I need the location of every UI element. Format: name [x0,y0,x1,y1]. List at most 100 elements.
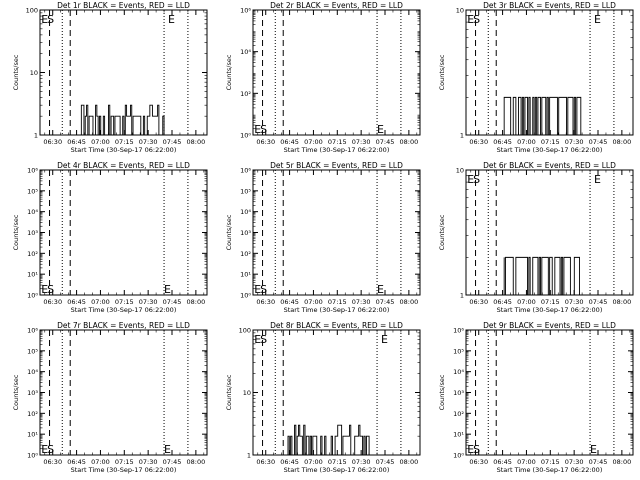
end-marker: E [164,443,171,456]
y-tick-label: 10⁵ [27,187,38,195]
x-tick-label: 06:30 [256,298,275,306]
plot-det-7: Det 7r BLACK = Events, RED = LLD 10⁰ 10¹ 10… [12,321,208,474]
y-tick-label: 10³ [453,389,464,397]
x-tick-label: 08:00 [186,138,205,146]
plot-frame [252,169,421,296]
y-tick-label: 10⁴ [453,368,464,376]
y-axis-label: Counts/sec [12,374,20,410]
end-marker: E [590,443,597,456]
y-tick-label: 10⁴ [240,48,251,56]
y-tick-label: 10 [243,389,251,397]
x-tick-label: 07:30 [139,138,158,146]
y-tick-label: 10² [240,90,251,98]
x-tick-label: 08:00 [612,298,631,306]
end-marker: E [164,283,171,296]
x-tick-label: 06:45 [493,458,512,466]
plot-title: Det 9r BLACK = Events, RED = LLD [483,321,616,330]
x-tick-label: 07:15 [115,138,134,146]
y-tick-label: 10 [456,167,464,175]
end-marker: E [467,443,474,456]
end-marker: E [381,333,388,346]
y-tick-label: 10¹ [453,431,464,439]
end-marker: E [168,13,175,26]
plot-frame [39,169,208,296]
x-axis-label: Start Time (30-Sep-17 06:22:00) [497,146,603,154]
end-marker: E [467,173,474,186]
y-tick-label: 10⁰ [453,452,464,460]
x-tick-label: 06:45 [67,138,86,146]
x-axis-label: Start Time (30-Sep-17 06:22:00) [284,146,390,154]
events-series-line [503,256,583,296]
end-marker: E [377,123,384,136]
y-tick-label: 1 [34,132,38,140]
start-marker: S [473,173,480,186]
end-marker: E [254,333,261,346]
x-tick-label: 08:00 [399,458,418,466]
y-tick-label: 1 [247,452,251,460]
x-tick-label: 07:45 [163,298,182,306]
x-tick-label: 08:00 [186,458,205,466]
plot-title: Det 4r BLACK = Events, RED = LLD [57,161,190,170]
x-tick-label: 07:00 [304,458,323,466]
start-marker: S [473,13,480,26]
y-tick-label: 100 [26,7,38,15]
y-tick-label: 10⁶ [240,167,251,175]
y-tick-label: 10² [453,410,464,418]
plot-det-2: Det 2r BLACK = Events, RED = LLD 10⁰ 10² 10… [225,1,421,154]
plot-title: Det 2r BLACK = Events, RED = LLD [270,1,403,10]
y-tick-label: 10⁶ [240,7,251,15]
plot-title: Det 6r BLACK = Events, RED = LLD [483,161,616,170]
y-axis-label: Counts/sec [438,214,446,250]
y-tick-label: 10³ [27,229,38,237]
x-tick-label: 08:00 [612,458,631,466]
x-tick-label: 06:30 [469,458,488,466]
y-tick-label: 10⁰ [27,292,38,300]
y-tick-label: 10¹ [27,431,38,439]
y-tick-label: 10³ [240,229,251,237]
start-marker: S [47,283,54,296]
x-tick-label: 06:45 [280,138,299,146]
x-tick-label: 07:30 [352,458,371,466]
x-tick-label: 06:45 [493,138,512,146]
x-axis-label: Start Time (30-Sep-17 06:22:00) [497,306,603,314]
y-axis-label: Counts/sec [12,214,20,250]
y-tick-label: 10⁰ [240,292,251,300]
start-marker: S [260,333,267,346]
x-tick-label: 07:45 [376,458,395,466]
start-marker: S [260,123,267,136]
end-marker: E [594,173,601,186]
events-series-line [287,424,370,456]
y-tick-label: 1 [460,132,464,140]
x-tick-label: 07:30 [565,458,584,466]
y-tick-label: 10⁴ [27,208,38,216]
y-tick-label: 10 [456,7,464,15]
x-tick-label: 07:45 [589,138,608,146]
events-series-line [503,96,583,136]
plot-frame [465,329,634,456]
x-tick-label: 07:30 [352,298,371,306]
start-marker: S [47,13,54,26]
x-tick-label: 08:00 [186,298,205,306]
x-tick-label: 06:30 [469,298,488,306]
x-tick-label: 07:15 [541,138,560,146]
plot-title: Det 5r BLACK = Events, RED = LLD [270,161,403,170]
y-tick-label: 10⁵ [27,347,38,355]
plot-frame [39,329,208,456]
x-tick-label: 07:30 [139,298,158,306]
plot-title: Det 8r BLACK = Events, RED = LLD [270,321,403,330]
x-axis-label: Start Time (30-Sep-17 06:22:00) [71,466,177,474]
x-tick-label: 06:30 [43,298,62,306]
x-tick-label: 08:00 [399,298,418,306]
x-tick-label: 08:00 [612,138,631,146]
x-tick-label: 07:30 [565,298,584,306]
plot-det-1: Det 1r BLACK = Events, RED = LLD 1 10 100 Co… [12,1,208,154]
y-axis-label: Counts/sec [225,374,233,410]
x-tick-label: 07:00 [517,458,536,466]
x-axis-label: Start Time (30-Sep-17 06:22:00) [71,306,177,314]
y-tick-label: 10⁶ [27,327,38,335]
plot-title: Det 1r BLACK = Events, RED = LLD [57,1,190,10]
end-marker: E [41,443,48,456]
end-marker: E [254,283,261,296]
x-tick-label: 07:45 [376,298,395,306]
plot-det-6: Det 6r BLACK = Events, RED = LLD 1 10 Count… [438,161,634,314]
